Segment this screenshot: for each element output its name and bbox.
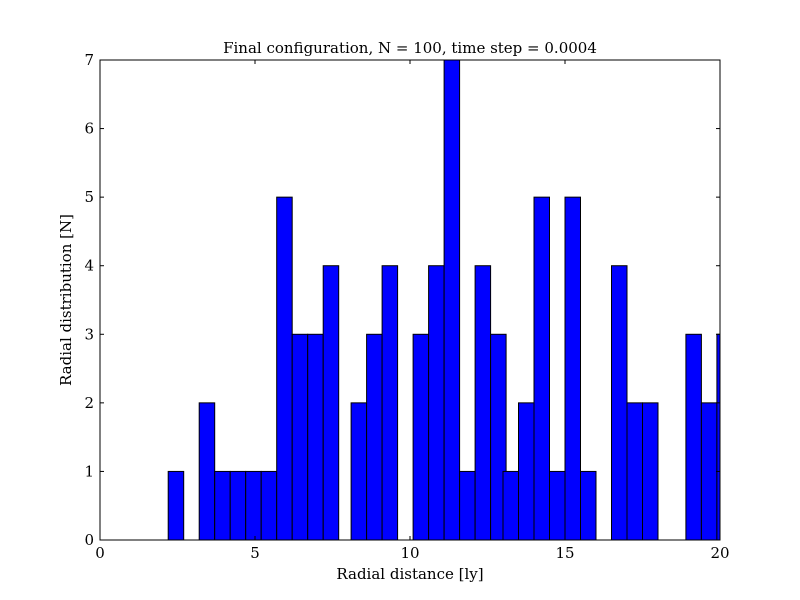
y-tick-label: 6 [84,120,94,138]
histogram-bar [549,470,566,541]
histogram-bar [700,402,718,541]
y-axis-label: Radial distribution [N] [57,214,75,386]
histogram-bar [307,333,324,541]
histogram-bar [564,196,581,541]
histogram-bar [518,402,535,541]
histogram-bar [685,333,702,541]
histogram-bar [276,196,293,541]
histogram-bar [167,470,185,541]
histogram-bar [245,470,262,541]
histogram-bar [291,333,309,541]
histogram-bar [366,333,383,541]
histogram-bar [611,265,628,541]
y-axis-ticks: 0 1 2 3 4 5 6 7 [84,51,720,549]
x-tick-label: 20 [710,544,729,562]
histogram-bar [381,265,399,541]
histogram-bar [198,402,216,541]
histogram-bar [350,402,368,541]
histogram-bar [214,470,231,541]
histogram-bar [459,470,476,541]
y-tick-label: 2 [84,394,94,412]
histogram-bar [229,470,247,541]
histogram-bars [167,59,721,541]
histogram-bar [642,402,659,541]
histogram-bar [626,402,643,541]
histogram-bar [474,265,492,541]
y-tick-label: 4 [84,257,94,275]
x-axis-ticks: 0 5 10 15 20 [95,60,730,562]
y-tick-label: 3 [84,325,94,343]
histogram-bar [443,59,461,541]
histogram-bar [580,470,597,541]
y-tick-label: 0 [84,531,94,549]
y-tick-label: 1 [84,462,94,480]
histogram-bar [428,265,445,541]
histogram-bar [412,333,430,541]
chart-title: Final configuration, N = 100, time step … [223,39,597,57]
y-tick-label: 7 [84,51,94,69]
y-tick-label: 5 [84,188,94,206]
histogram-bar [260,470,278,541]
histogram-bar [533,196,550,541]
x-axis-label: Radial distance [ly] [336,565,483,583]
histogram-bar [502,470,519,541]
x-tick-label: 10 [400,544,419,562]
histogram-bar [322,265,340,541]
x-tick-label: 5 [250,544,260,562]
x-tick-label: 0 [95,544,105,562]
x-tick-label: 15 [555,544,574,562]
